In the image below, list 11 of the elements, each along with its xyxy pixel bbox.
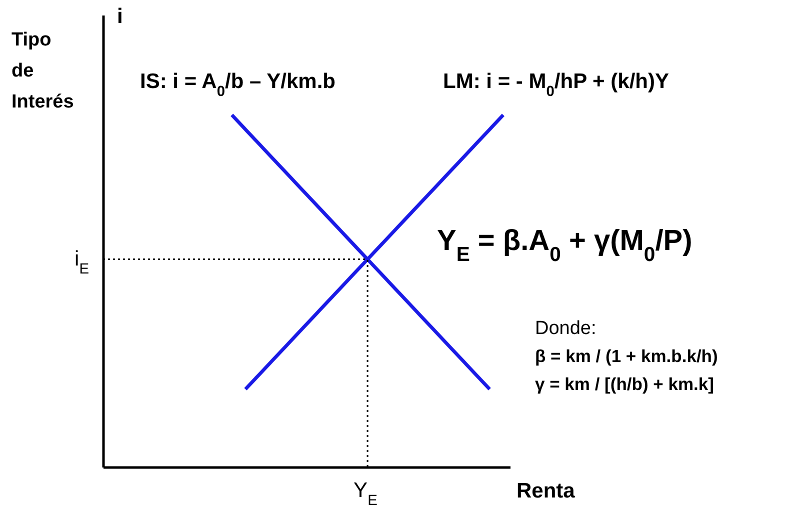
y-axis-title: Tipo de Interés [12, 30, 74, 112]
text: γ = km / [(h/b) + km.k] [535, 374, 714, 394]
ref-line-label: i$_{E}$ [74, 247, 90, 278]
annotation: Y$_{E}$ = β.A$_{0}$ + γ(M$_{0}$/P) [437, 225, 692, 266]
text: β = km / (1 + km.b.k/h) [535, 346, 718, 366]
x-axis-title: Renta [516, 480, 576, 502]
text: i [117, 5, 123, 28]
text: Donde: [535, 318, 596, 339]
text: LM: i = - M$_{0}$/hP + (k/h)Y [443, 70, 669, 100]
text: IS: i = A$_{0}$/b – Y/km.b [140, 70, 336, 100]
text: Y$_{E}$ [354, 479, 378, 509]
